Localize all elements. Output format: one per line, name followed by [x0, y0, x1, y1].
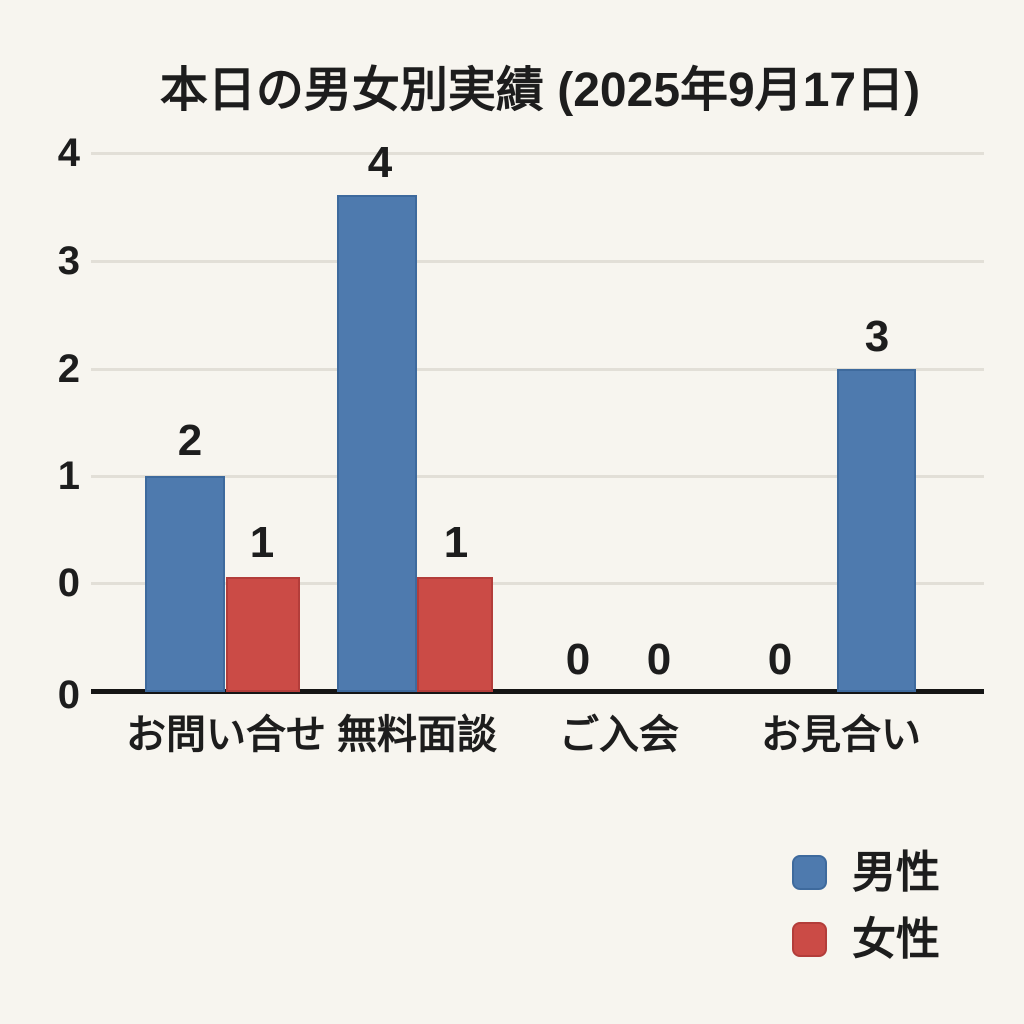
gridline — [91, 260, 984, 263]
bar-male — [337, 195, 417, 692]
bar-value-label: 0 — [565, 635, 591, 684]
chart-title: 本日の男女別実績 (2025年9月17日) — [159, 64, 921, 117]
legend-swatch-female — [792, 922, 827, 957]
bar-value-label: 2 — [177, 416, 203, 465]
y-axis-tick-label: 2 — [57, 347, 80, 391]
x-axis-line — [91, 689, 984, 694]
y-axis-tick-label: 0 — [57, 561, 80, 605]
bar-value-label: 4 — [367, 138, 393, 187]
bar-value-label: 0 — [646, 635, 672, 684]
bar-male — [145, 476, 225, 692]
gridline — [91, 368, 984, 371]
bar-female — [226, 577, 300, 692]
legend-label-male: 男性 — [852, 847, 940, 897]
x-axis-category-label: 無料面談 — [337, 713, 497, 757]
x-axis-category-label: お見合い — [761, 713, 921, 757]
y-axis-tick-label: 1 — [57, 454, 80, 498]
bar-value-label: 1 — [443, 518, 469, 567]
gridline — [91, 582, 984, 585]
legend-swatch-male — [792, 855, 827, 890]
bar-value-label: 0 — [767, 635, 793, 684]
bar-male — [837, 369, 916, 692]
gridline — [91, 152, 984, 155]
bar-value-label: 3 — [864, 312, 890, 361]
legend-label-female: 女性 — [852, 914, 940, 964]
gridline — [91, 475, 984, 478]
bar-value-label: 1 — [249, 518, 275, 567]
bar-female — [417, 577, 493, 692]
y-axis-tick-label: 3 — [57, 239, 80, 283]
y-axis-tick-label: 4 — [57, 131, 80, 175]
y-axis-tick-label: 0 — [57, 673, 80, 717]
x-axis-category-label: お問い合せ — [126, 713, 326, 757]
x-axis-category-label: ご入会 — [559, 713, 679, 757]
